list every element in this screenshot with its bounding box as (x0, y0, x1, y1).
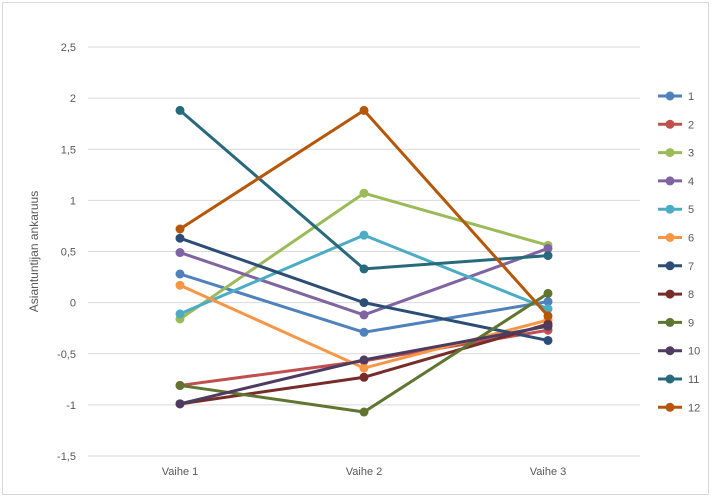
y-axis-title: Asiantuntijan ankaruus (27, 191, 41, 312)
data-point (175, 105, 185, 115)
data-point (359, 105, 369, 115)
legend-item-9: 9 (658, 317, 694, 329)
legend-item-1: 1 (658, 91, 694, 103)
legend-marker (665, 289, 675, 299)
legend-marker (665, 402, 675, 412)
series-lines (175, 105, 553, 417)
x-tick-label: Vaihe 3 (530, 466, 567, 478)
series-10 (175, 321, 553, 409)
legend-label: 11 (688, 374, 699, 386)
series-5 (175, 230, 553, 319)
x-tick-label: Vaihe 2 (346, 466, 383, 478)
legend-label: 8 (688, 289, 694, 301)
data-point (359, 264, 369, 274)
data-point (543, 311, 553, 321)
y-tick-label: 1 (70, 195, 76, 207)
y-tick-label: 1,5 (61, 144, 76, 156)
legend-marker (665, 176, 675, 186)
data-point (175, 269, 185, 279)
data-point (359, 407, 369, 417)
legend-marker (665, 148, 675, 158)
legend-item-5: 5 (658, 204, 694, 216)
data-point (359, 230, 369, 240)
data-point (543, 251, 553, 261)
legend-item-6: 6 (658, 233, 694, 245)
data-point (543, 321, 553, 331)
y-tick-label: -1,5 (57, 451, 76, 463)
data-point (543, 288, 553, 298)
data-point (175, 224, 185, 234)
data-point (359, 363, 369, 373)
y-tick-label: 0,5 (61, 247, 76, 259)
data-point (359, 188, 369, 198)
legend-item-2: 2 (658, 119, 694, 131)
data-point (175, 280, 185, 290)
data-point (359, 372, 369, 382)
legend-marker (665, 91, 675, 101)
y-tick-label: -1 (66, 400, 76, 412)
legend-marker (665, 317, 675, 327)
data-point (359, 310, 369, 320)
series-12 (175, 105, 553, 321)
legend-label: 5 (688, 204, 694, 216)
data-point (175, 380, 185, 390)
series-4 (175, 243, 553, 320)
legend-label: 3 (688, 148, 694, 160)
data-point (175, 233, 185, 243)
y-tick-label: 2 (70, 93, 76, 105)
legend-label: 6 (688, 233, 694, 245)
y-tick-label: 0 (70, 298, 76, 310)
legend-label: 9 (688, 317, 694, 329)
data-point (175, 248, 185, 258)
legend-item-12: 12 (658, 402, 700, 414)
data-point (543, 304, 553, 314)
legend-marker (665, 261, 675, 271)
legend-label: 2 (688, 119, 694, 131)
legend-label: 4 (688, 176, 694, 188)
y-tick-label: 2,5 (61, 42, 76, 54)
legend-label: 7 (688, 261, 694, 273)
data-point (359, 355, 369, 365)
legend-label: 12 (688, 402, 700, 414)
legend-item-10: 10 (658, 346, 700, 358)
legend-label: 1 (688, 91, 694, 103)
data-point (543, 243, 553, 253)
data-point (175, 309, 185, 319)
legend-item-8: 8 (658, 289, 694, 301)
data-point (543, 335, 553, 345)
legend-item-7: 7 (658, 261, 694, 273)
data-point (175, 399, 185, 409)
legend-item-4: 4 (658, 176, 694, 188)
legend-item-3: 3 (658, 148, 694, 160)
legend-marker (665, 204, 675, 214)
legend-marker (665, 233, 675, 242)
series-11 (175, 105, 553, 274)
legend-label: 10 (688, 346, 700, 358)
legend-item-11: 11 (658, 374, 699, 386)
series-1 (175, 269, 553, 337)
legend-marker (665, 374, 675, 384)
data-point (359, 298, 369, 308)
y-tick-label: -0,5 (57, 349, 76, 361)
x-tick-label: Vaihe 1 (162, 466, 199, 478)
data-point (543, 297, 553, 307)
x-axis-ticks: Vaihe 1 Vaihe 2 Vaihe 3 (162, 466, 567, 478)
series-9 (175, 288, 553, 417)
series-7 (175, 233, 553, 345)
data-point (359, 327, 369, 337)
chart-area (2, 2, 709, 495)
legend-marker (665, 346, 675, 356)
y-axis-ticks: 2,5 2 1,5 1 0,5 0 -0,5 -1 -1,5 (57, 42, 76, 463)
legend-marker (665, 119, 675, 129)
